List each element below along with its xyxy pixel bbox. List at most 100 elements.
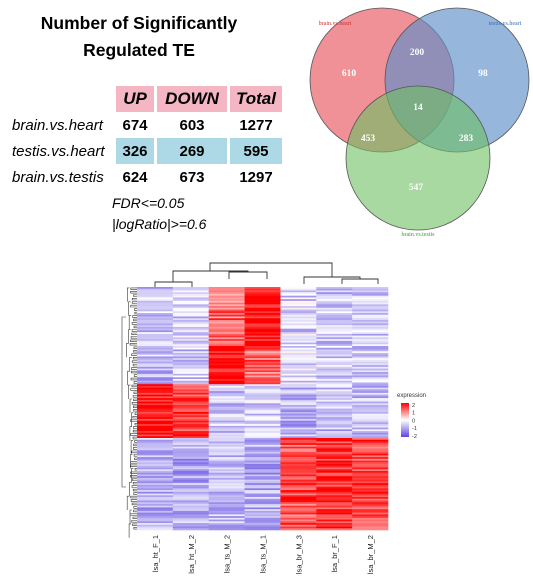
heatmap-cell [208,342,245,345]
heatmap-cell [280,321,317,324]
heatmap-cell [280,366,317,369]
heatmap-cell [172,465,210,468]
heatmap-cell [137,375,174,378]
heatmap-cell [280,488,317,491]
heatmap-cell [137,470,174,474]
heatmap-cell [208,488,245,491]
heatmap-cell [244,347,281,350]
heatmap-cell [244,450,281,453]
heatmap-cell [352,432,389,435]
heatmap-cell [172,462,210,465]
heatmap-cell [172,302,210,305]
heatmap-cell [137,432,174,435]
heatmap-cell [352,349,389,352]
heatmap-cell [316,396,353,399]
heatmap-cell [244,453,281,456]
heatmap-cell [352,365,389,368]
heatmap-cell [208,524,245,527]
venn-count-all-three: 14 [413,103,423,113]
heatmap-cell [280,505,317,508]
heatmap-cell [352,406,389,409]
heatmap-cell [280,418,317,421]
heatmap-cell [244,514,281,517]
heatmap-cell [172,510,210,513]
heatmap-cell [316,516,353,519]
heatmap-cell [352,493,389,496]
heatmap-cell [316,470,353,474]
heatmap-cell [137,431,174,434]
heatmap-cell [208,422,245,425]
heatmap-cell [244,524,281,527]
heatmap-cell [316,293,353,296]
heatmap-cell [280,500,317,503]
heatmap-cell [280,313,317,316]
logratio-note: |logRatio|>=0.6 [112,216,207,232]
heatmap-cell [172,429,210,432]
heatmap-cell [137,472,174,475]
heatmap-cell [280,498,317,501]
heatmap-cell [244,328,281,331]
threshold-notes: FDR<=0.05 |logRatio|>=0.6 [112,193,206,235]
heatmap-cell [172,304,210,307]
heatmap-cell [244,472,281,475]
heatmap-cell [316,507,353,510]
heatmap-cell [280,502,317,505]
heatmap-cell [137,476,174,479]
heatmap-cell [316,517,353,520]
heatmap-cell [352,509,389,512]
heatmap-cell [244,470,281,474]
heatmap-cell [172,375,210,378]
heatmap-cell [244,394,281,397]
heatmap-cell [208,314,245,317]
heatmap-cell [316,392,353,395]
heatmap-cell [172,377,210,380]
heatmap-cell [352,526,389,529]
heatmap-cell [280,424,317,427]
heatmap-cell [137,462,174,465]
heatmap-cell [316,477,353,480]
heatmap-cell [244,313,281,316]
heatmap-cell [137,342,174,345]
heatmap-cell [137,365,174,368]
heatmap-cell [244,385,281,388]
heatmap-cell [280,342,317,345]
heatmap-cell [316,450,353,453]
heatmap-cell [280,408,317,411]
heatmap-cell [208,325,245,328]
heatmap-cell [352,491,389,494]
heatmap-cell [352,453,389,456]
heatmap-cell [172,519,210,522]
heatmap-cell [316,300,353,303]
heatmap-cell [208,418,245,421]
heatmap-cell [316,288,353,291]
heatmap-cell [352,503,389,506]
heatmap-cell [208,401,245,404]
heatmap-cell [280,372,317,375]
heatmap-cell [352,500,389,503]
heatmap-cell [208,517,245,520]
heatmap-cell [316,385,353,388]
heatmap-cell [137,323,174,326]
heatmap-cell [316,323,353,326]
heatmap-cell [316,344,353,347]
heatmap-cell [316,455,353,458]
heatmap-cell [352,373,389,376]
heatmap-cell [352,295,389,298]
heatmap-cell [208,424,245,427]
heatmap-cell [352,507,389,510]
heatmap-cell [280,481,317,484]
heatmap-cell [208,479,245,482]
heatmap-cell [208,288,245,291]
heatmap-cell [172,365,210,368]
heatmap-cell [352,415,389,418]
heatmap-cell [208,340,245,343]
heatmap-cell [316,349,353,352]
heatmap-cell [172,432,210,435]
heatmap-cell [280,377,317,380]
heatmap-cell [208,410,245,413]
heatmap-cell [172,333,210,336]
heatmap-cell [208,344,245,347]
heatmap-cell [244,474,281,477]
heatmap-cell [352,398,389,401]
heatmap-cell [137,408,174,411]
